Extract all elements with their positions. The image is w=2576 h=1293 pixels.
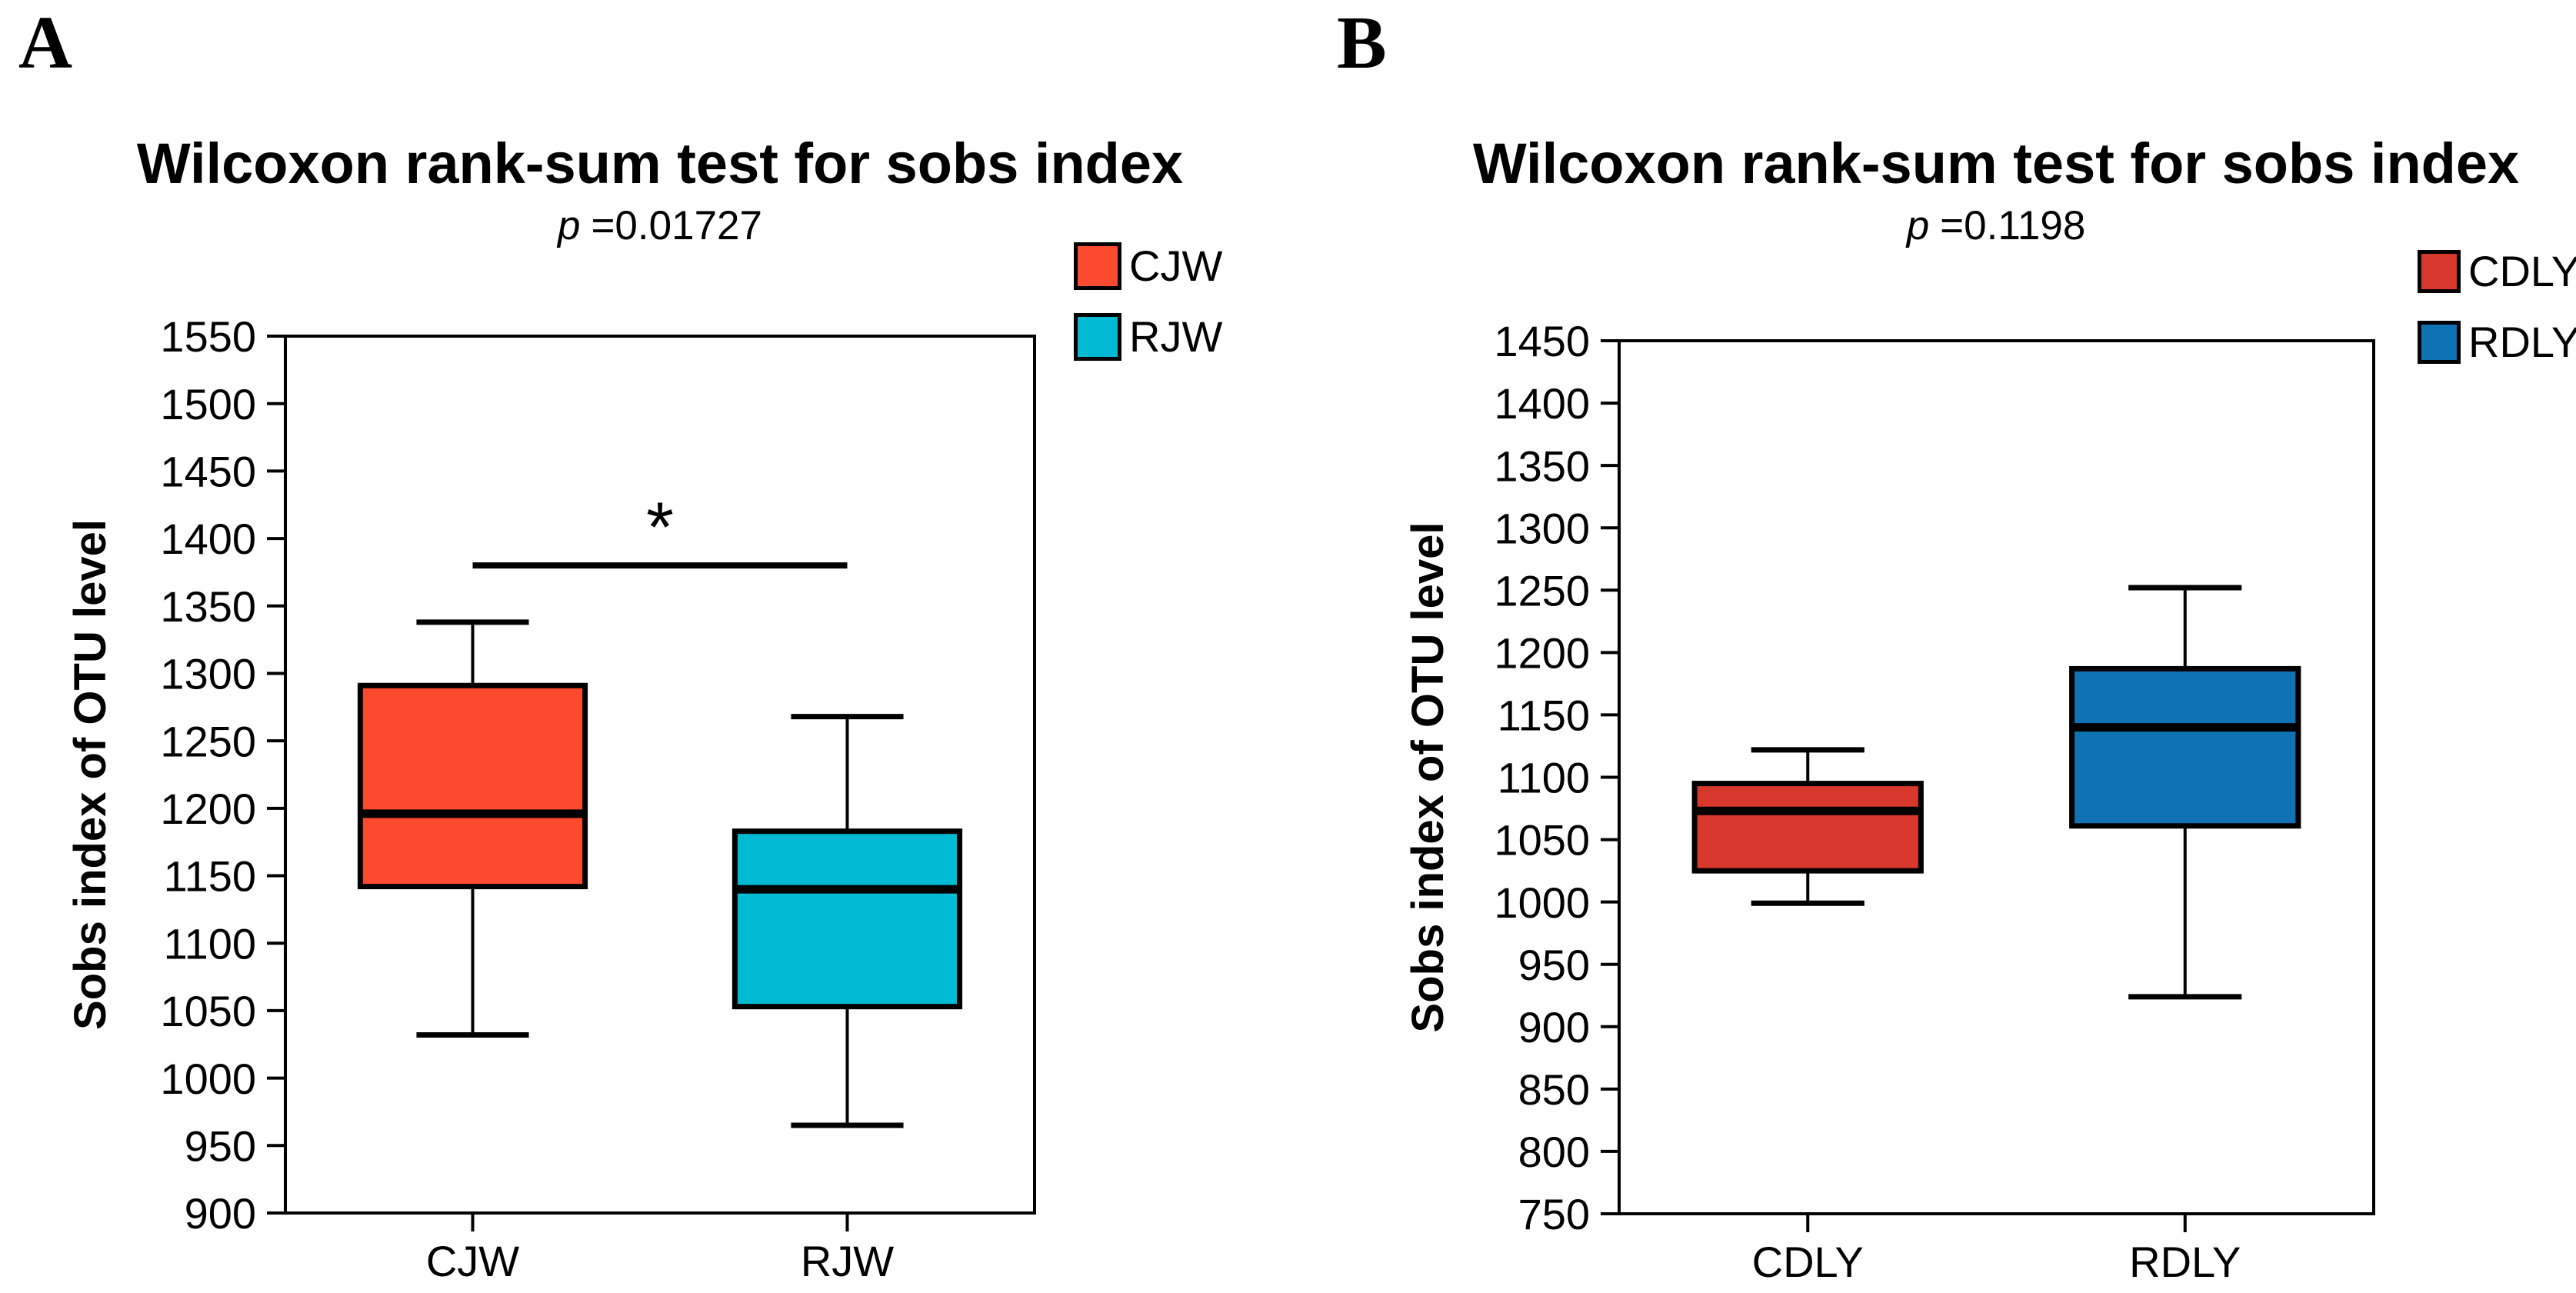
p-value-text: =0.1198 bbox=[1940, 203, 2086, 248]
y-tick-label: 1050 bbox=[160, 987, 256, 1035]
box-cjw bbox=[357, 682, 588, 890]
y-tick-label: 950 bbox=[185, 1121, 256, 1170]
significance-asterisk: * bbox=[646, 488, 674, 567]
y-tick-label: 900 bbox=[185, 1189, 256, 1238]
panel-b-plot: 750 800 850 900 950 1000 1050 1100 1150 1200 1250 1… bbox=[1403, 317, 2375, 1286]
x-category-label: RDLY bbox=[2129, 1238, 2241, 1286]
y-tick-label: 1200 bbox=[160, 785, 256, 833]
y-tick-label: 1150 bbox=[1498, 691, 1590, 740]
legend-swatch-cjw bbox=[1074, 242, 1121, 290]
legend-swatch-rdly bbox=[2418, 320, 2461, 364]
legend-swatch-cdly bbox=[2418, 249, 2461, 293]
x-category-label: CJW bbox=[426, 1237, 519, 1285]
panel-a-legend: CJW RJW bbox=[1074, 241, 1222, 362]
y-tick-label: 1050 bbox=[1494, 816, 1590, 865]
panel-a-p-value: p =0.01727 bbox=[558, 202, 762, 249]
p-value-text: =0.01727 bbox=[591, 203, 763, 248]
y-tick-label: 1350 bbox=[1494, 442, 1590, 490]
plot-frame bbox=[284, 335, 1036, 1215]
legend-label: RDLY bbox=[2468, 318, 2576, 366]
legend-label: RJW bbox=[1129, 312, 1223, 361]
y-tick-label: 1000 bbox=[160, 1055, 256, 1103]
panel-b-letter: B bbox=[1337, 2, 1387, 84]
panel-b-legend: CDLY RDLY bbox=[2418, 246, 2576, 367]
y-tick-label: 750 bbox=[1518, 1190, 1590, 1238]
p-symbol: p bbox=[557, 203, 581, 248]
y-tick-label: 1550 bbox=[160, 312, 256, 361]
p-symbol: p bbox=[1906, 203, 1930, 248]
box-cdly bbox=[1691, 781, 1924, 874]
legend-item: RDLY bbox=[2418, 317, 2576, 367]
box-rdly bbox=[2069, 665, 2301, 829]
y-tick-label: 1500 bbox=[160, 380, 256, 428]
box-rjw bbox=[731, 828, 963, 1010]
y-tick-label: 1000 bbox=[1494, 878, 1590, 927]
legend-item: RJW bbox=[1074, 312, 1222, 362]
legend-swatch-rjw bbox=[1074, 312, 1121, 361]
y-tick-label: 1250 bbox=[160, 717, 256, 765]
panel-a-plot: 900 950 1000 1050 1100 1150 1200 1250 1300 1350 14… bbox=[65, 312, 1036, 1285]
x-category-label: CDLY bbox=[1752, 1238, 1864, 1286]
y-axis-title: Sobs index of OTU level bbox=[1403, 522, 1453, 1033]
y-tick-label: 800 bbox=[1518, 1128, 1590, 1176]
y-tick-label: 1250 bbox=[1494, 566, 1590, 615]
y-tick-label: 1100 bbox=[1498, 754, 1590, 802]
panel-a-letter: A bbox=[18, 2, 73, 84]
legend-item: CDLY bbox=[2418, 246, 2576, 296]
y-tick-label: 850 bbox=[1518, 1065, 1590, 1114]
panel-b-p-value: p =0.1198 bbox=[1907, 202, 2086, 249]
panel-a-title: Wilcoxon rank-sum test for sobs index bbox=[136, 132, 1184, 195]
y-tick-label: 1200 bbox=[1494, 629, 1590, 678]
y-axis-title: Sobs index of OTU level bbox=[65, 519, 115, 1030]
y-tick-label: 950 bbox=[1518, 941, 1590, 989]
panel-b-title: Wilcoxon rank-sum test for sobs index bbox=[1472, 132, 2520, 195]
y-tick-label: 1400 bbox=[1494, 379, 1590, 428]
y-tick-label: 1450 bbox=[160, 448, 256, 496]
y-tick-label: 1100 bbox=[164, 919, 256, 968]
y-tick-label: 1150 bbox=[164, 852, 256, 901]
legend-label: CDLY bbox=[2468, 247, 2576, 295]
y-tick-label: 1300 bbox=[1494, 504, 1590, 552]
y-tick-label: 1450 bbox=[1494, 317, 1590, 365]
y-tick-label: 1350 bbox=[160, 582, 256, 631]
y-tick-label: 1300 bbox=[160, 650, 256, 698]
legend-item: CJW bbox=[1074, 241, 1222, 291]
y-tick-label: 900 bbox=[1518, 1003, 1590, 1051]
x-category-label: RJW bbox=[801, 1237, 894, 1285]
legend-label: CJW bbox=[1129, 242, 1223, 290]
y-tick-label: 1400 bbox=[160, 515, 256, 563]
